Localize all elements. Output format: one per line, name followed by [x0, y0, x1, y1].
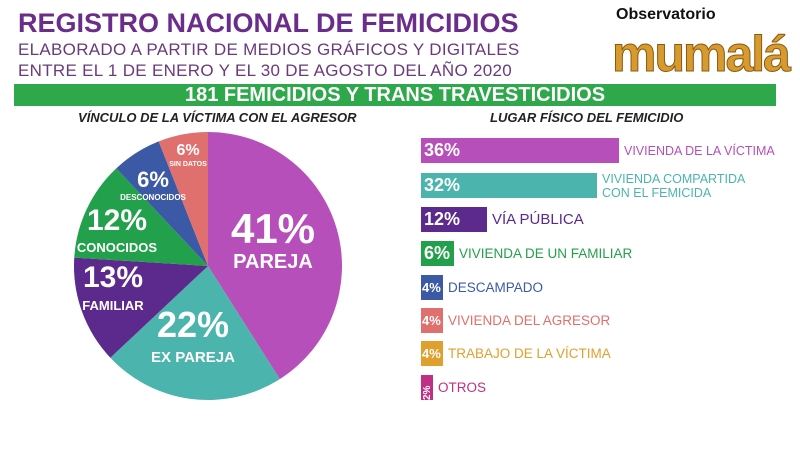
pie-slice-familiar — [74, 257, 209, 358]
pie-value-label: 13% — [83, 261, 143, 294]
mumala-logo: mumalá — [612, 26, 792, 82]
bar: 6% — [421, 241, 454, 266]
bar-title: LUGAR FÍSICO DEL FEMICIDIO — [490, 110, 684, 125]
pie-category-label: EX PAREJA — [151, 349, 235, 366]
bar-row: 4% VIVIENDA DEL AGRESOR — [421, 308, 610, 333]
pie-category-label: FAMILIAR — [82, 298, 144, 313]
bar-row: 32% VIVIENDA COMPARTIDA CON EL FEMICIDA — [421, 171, 746, 200]
pie-value-label: 12% — [87, 204, 147, 237]
subtitle-line-1: ELABORADO A PARTIR DE MEDIOS GRÁFICOS Y … — [18, 40, 520, 59]
pie-chart: 41%PAREJA 22% EX PAREJA 13% FAMILIAR 12% CONOC… — [74, 132, 342, 400]
subtitle-line-2: ENTRE EL 1 DE ENERO Y EL 30 DE AGOSTO DE… — [18, 61, 513, 80]
bar: 36% — [421, 138, 619, 163]
bar-row: 36% VIVIENDA DE LA VÍCTIMA — [421, 138, 775, 163]
bar-label: VIVIENDA DEL AGRESOR — [448, 312, 611, 328]
pie-title: VÍNCULO DE LA VÍCTIMA CON EL AGRESOR — [78, 110, 357, 125]
bar-label: VIVIENDA COMPARTIDA CON EL FEMICIDA — [602, 171, 746, 200]
pie-slice-ex-pareja — [110, 266, 280, 400]
page-title: REGISTRO NACIONAL DE FEMICIDIOS — [18, 8, 519, 38]
pie-value-label: 41% — [231, 205, 315, 252]
bar-label: DESCAMPADO — [448, 279, 544, 295]
bar-label: TRABAJO DE LA VÍCTIMA — [448, 345, 611, 361]
bar: 4% — [421, 308, 443, 333]
bar-label: OTROS — [438, 379, 487, 395]
pie-slice-conocidos — [74, 168, 208, 266]
total-banner: 181 FEMICIDIOS Y TRANS TRAVESTICIDIOS — [14, 84, 776, 106]
bar-row: 4% TRABAJO DE LA VÍCTIMA — [421, 341, 611, 366]
bar-row: 6% VIVIENDA DE UN FAMILIAR — [421, 241, 632, 266]
pie-value-label: 6% — [137, 167, 169, 192]
pie-value-label: 6% — [176, 142, 199, 159]
pie-slice-sin-datos — [158, 132, 208, 266]
bar-label: VIVIENDA DE LA VÍCTIMA — [624, 143, 775, 158]
bar: 4% — [421, 275, 443, 300]
bar: 4% — [421, 341, 443, 366]
pie-slice-desconocidos — [116, 141, 208, 266]
pie-category-label: PAREJA — [233, 251, 313, 273]
pie-category-label: DESCONOCIDOS — [120, 193, 186, 202]
pie-value-label: 22% — [157, 304, 229, 345]
bar: 12% — [421, 207, 487, 232]
bar: 2% — [421, 375, 433, 400]
logo-text-top: Observatorio — [616, 6, 716, 23]
bar-row: 4% DESCAMPADO — [421, 275, 543, 300]
bar: 32% — [421, 173, 597, 198]
bar-label: VÍA PÚBLICA — [492, 210, 584, 228]
pie-slice-pareja — [208, 132, 342, 380]
bar-row: 12% VÍA PÚBLICA — [421, 207, 584, 232]
bar-label: VIVIENDA DE UN FAMILIAR — [459, 245, 633, 261]
bar-row: 2% OTROS — [421, 375, 486, 400]
pie-category-label: CONOCIDOS — [77, 240, 158, 255]
pie-category-label: SIN DATOS — [169, 161, 207, 168]
